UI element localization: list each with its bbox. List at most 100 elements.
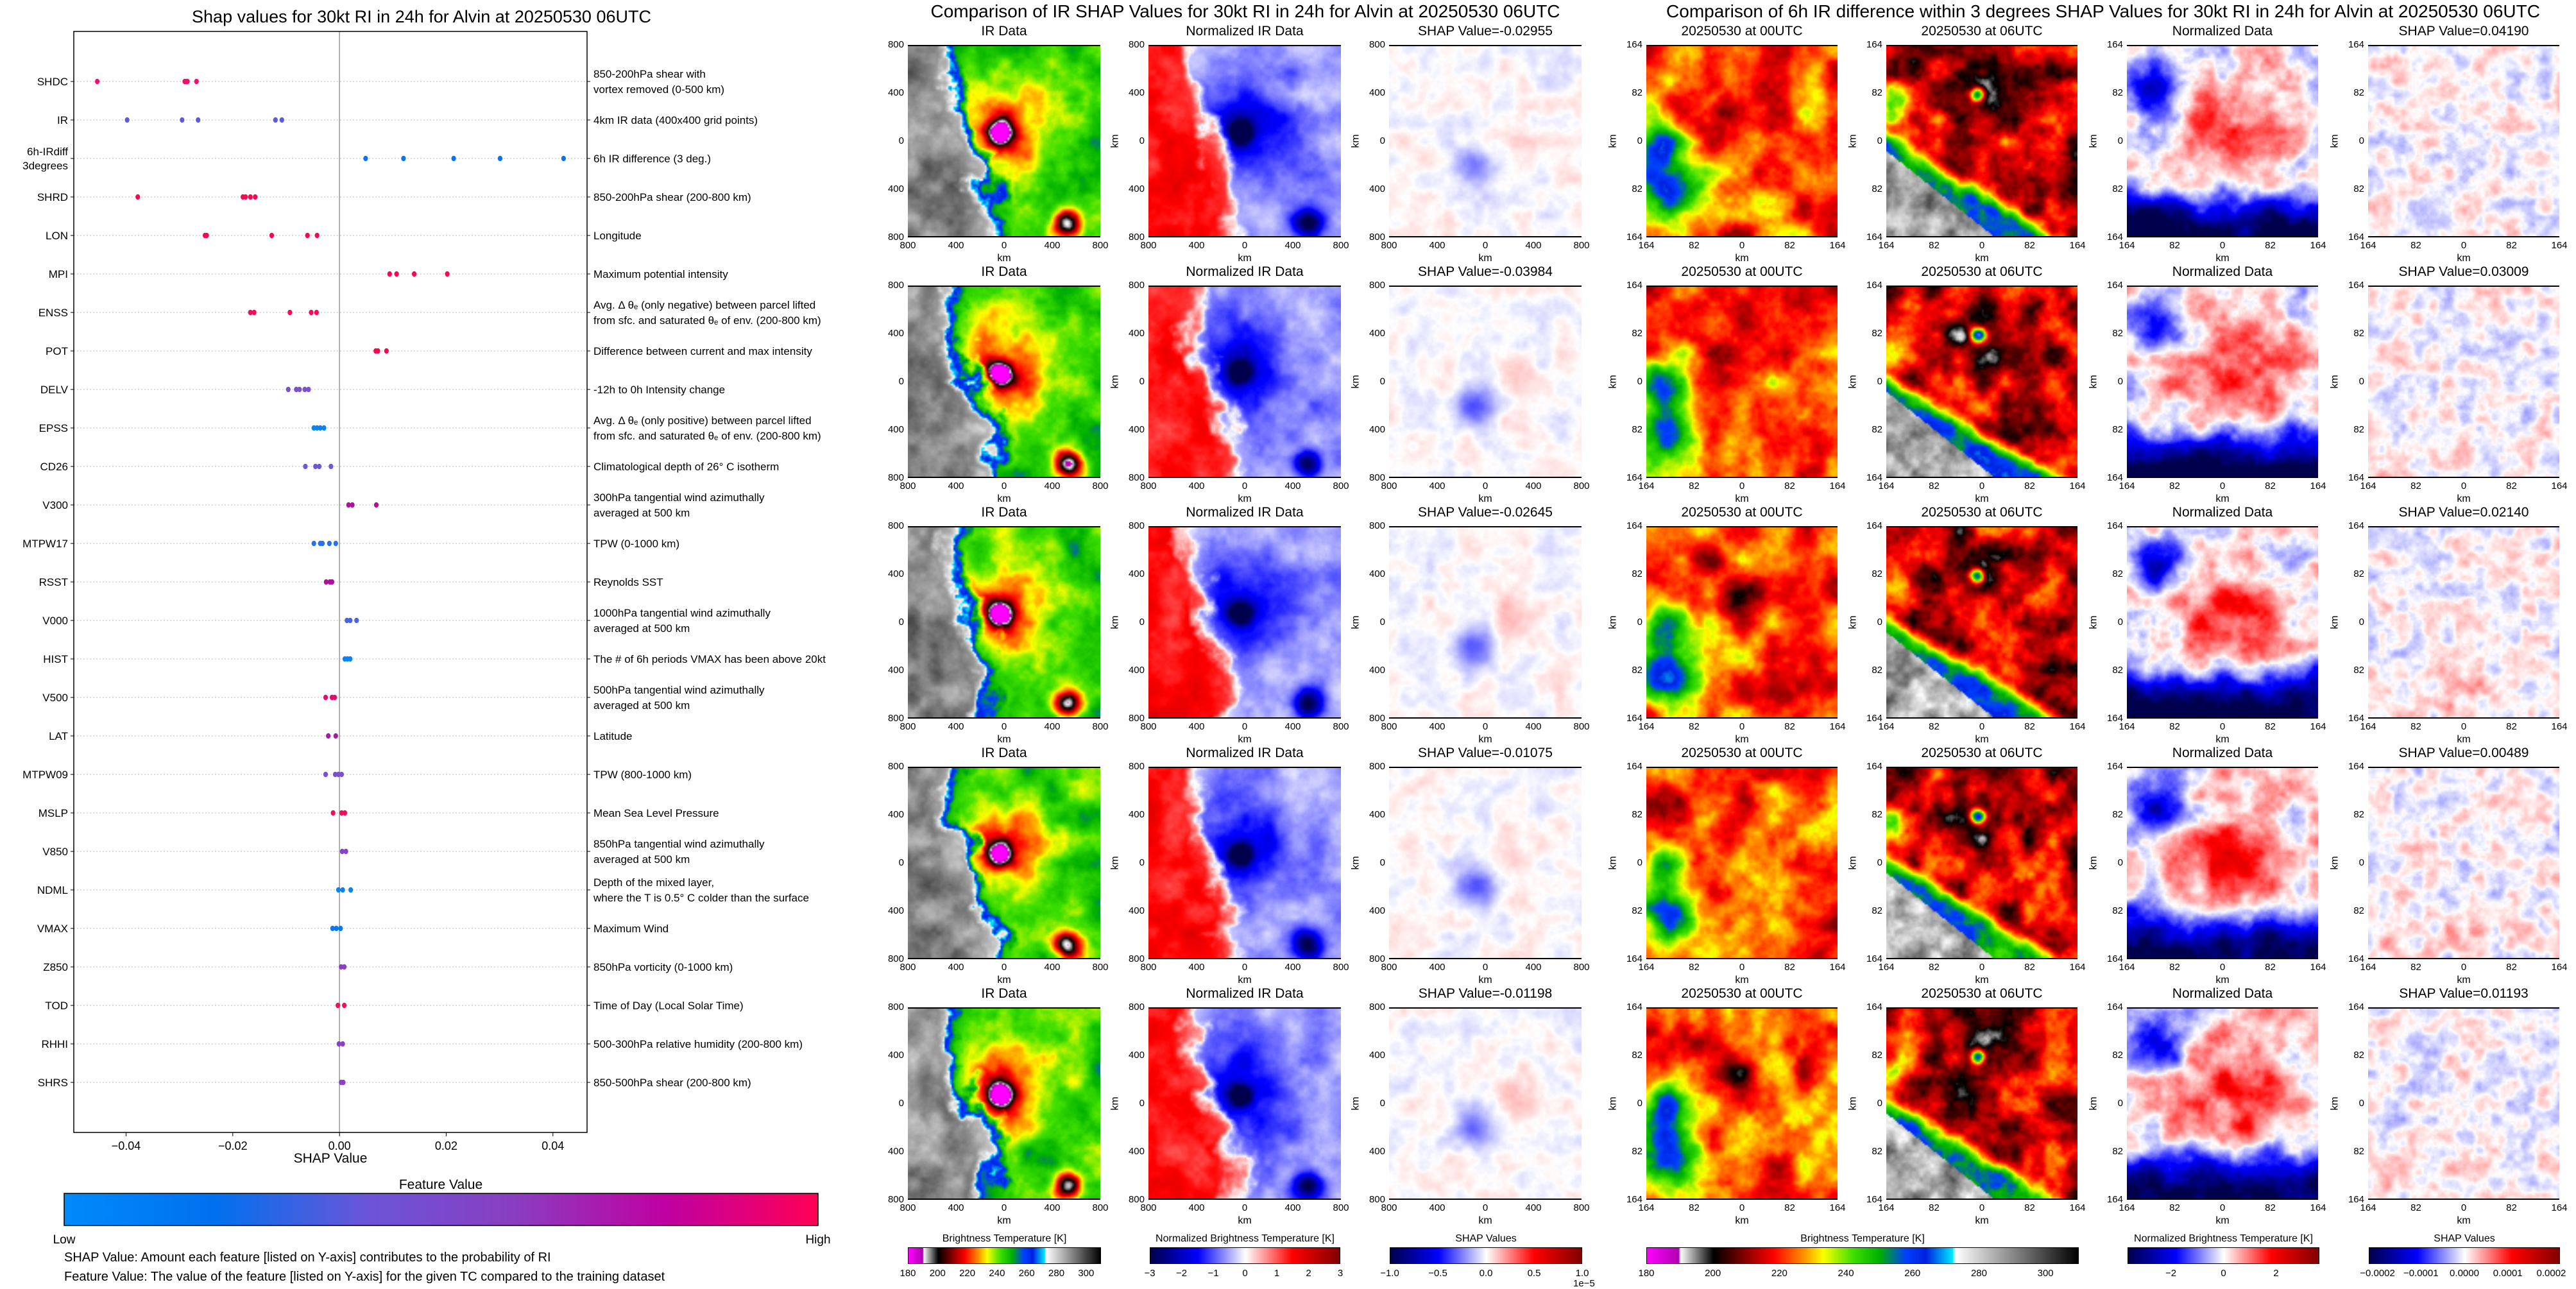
panel-title: Normalized Data (2172, 986, 2273, 1001)
panel-title: IR Data (981, 746, 1027, 760)
panel-image-shap (1389, 526, 1582, 719)
panel-title: SHAP Value=-0.03984 (1418, 264, 1553, 279)
x-tick-label: 0 (1482, 1202, 1488, 1213)
x-tick-label: 82 (2506, 481, 2517, 491)
x-tick-label: 0 (1482, 481, 1488, 491)
footnote: SHAP Value: Amount each feature [listed … (64, 1251, 551, 1265)
feature-description: 500-300hPa relative humidity (200-800 km… (593, 1038, 803, 1050)
colorbar-title: Feature Value (399, 1177, 482, 1192)
y-axis-label: km (1847, 856, 1859, 870)
data-point (350, 502, 355, 508)
x-tick-label: 400 (1284, 721, 1301, 732)
y-axis-label: km (2329, 375, 2341, 389)
y-tick-label: 800 (887, 232, 904, 243)
y-tick-label: 164 (1866, 39, 1882, 50)
y-tick-label: 82 (2112, 184, 2123, 194)
x-tick-label: 164 (2310, 962, 2326, 973)
y-axis-label: km (1847, 375, 1859, 389)
data-point (342, 810, 348, 816)
y-tick-label: 164 (2348, 761, 2364, 772)
data-point (287, 309, 293, 316)
x-tick-label: 400 (1044, 962, 1061, 973)
colorbar-tick-label: −2 (1175, 1268, 1188, 1279)
x-tick-label: 0 (2461, 481, 2467, 491)
feature-description: Reynolds SST (593, 576, 663, 588)
x-axis-label: km (2457, 493, 2471, 504)
data-point (309, 309, 314, 316)
y-tick-label: 164 (2106, 1194, 2123, 1205)
data-point (332, 694, 337, 701)
y-tick-label: 82 (2353, 424, 2364, 435)
y-tick-label: 800 (887, 280, 904, 291)
y-tick-label: 82 (1632, 1050, 1642, 1061)
x-tick-label: 82 (1784, 240, 1795, 251)
panel-title: 20250530 at 00UTC (1681, 986, 1803, 1001)
y-tick-label: 164 (1626, 39, 1642, 50)
x-tick-label: 164 (1878, 721, 1895, 732)
x-tick-label: 164 (2310, 240, 2326, 251)
x-tick-label: 400 (1284, 481, 1301, 491)
colorbar-tick-label: 280 (1048, 1268, 1065, 1279)
panel-image-t06 (1886, 45, 2077, 237)
x-tick-label: 800 (1381, 721, 1397, 732)
panel-image-dshap (2368, 45, 2559, 237)
x-tick-label: 0 (1979, 721, 1985, 732)
feature-description: 6h IR difference (3 deg.) (593, 153, 711, 165)
section-title-ir: Comparison of IR SHAP Values for 30kt RI… (930, 1, 1560, 21)
colorbar-tick-label: 0 (1242, 1268, 1248, 1279)
x-tick-label: 164 (1829, 481, 1846, 491)
y-tick-label: 800 (1369, 953, 1385, 964)
x-tick-label: 400 (1284, 962, 1301, 973)
y-tick-label: 0 (1877, 1098, 1882, 1109)
x-tick-label: 0 (1001, 721, 1007, 732)
colorbar-label: Normalized Brightness Temperature [K] (1156, 1233, 1335, 1244)
data-point (354, 617, 359, 624)
y-axis-label: km (2329, 856, 2341, 870)
y-tick-label: 0 (1877, 857, 1882, 868)
feature-value-colorbar (64, 1193, 819, 1226)
y-tick-label: 800 (1128, 39, 1145, 50)
y-tick-label: 400 (1369, 184, 1385, 194)
y-tick-label: 82 (2112, 1146, 2123, 1157)
x-tick-label: 164 (2069, 240, 2086, 251)
y-axis-label: km (2088, 856, 2099, 870)
y-tick-label: 0 (1877, 617, 1882, 627)
panel-image-t06 (1886, 286, 2077, 478)
panel-image-ir (908, 767, 1100, 959)
colorbar-label: SHAP Values (2434, 1233, 2495, 1244)
data-point (373, 502, 379, 508)
data-point (311, 425, 316, 431)
y-tick-label: 800 (1369, 39, 1385, 50)
x-tick-label: 400 (1044, 1202, 1061, 1213)
y-tick-label: 82 (2112, 328, 2123, 339)
y-tick-label: 800 (1128, 520, 1145, 531)
x-axis-label: km (997, 734, 1011, 745)
y-tick-label: 164 (1866, 713, 1882, 724)
x-axis-label: km (1975, 493, 1989, 504)
y-tick-label: 800 (887, 520, 904, 531)
feature-description: Mean Sea Level Pressure (593, 807, 719, 819)
panel-image-ndiff (2127, 767, 2318, 959)
colorbar-tick-label: 300 (1078, 1268, 1095, 1279)
feature-label: Z850 (43, 961, 68, 973)
x-tick-label: 164 (1878, 481, 1895, 491)
x-axis-label: km (1238, 734, 1252, 745)
y-axis-label: km (1109, 375, 1121, 389)
y-axis-label: km (1109, 856, 1121, 870)
colorbar-tick-label: −2 (2165, 1268, 2177, 1279)
y-tick-label: 0 (2117, 376, 2123, 387)
y-axis-label: km (1607, 375, 1619, 389)
x-axis-label: km (1735, 493, 1749, 504)
y-tick-label: 400 (1369, 87, 1385, 98)
x-axis-label: km (1735, 1215, 1749, 1226)
panel-title: 20250530 at 00UTC (1681, 264, 1803, 279)
data-point (320, 540, 325, 547)
x-tick-label: 0 (2461, 240, 2467, 251)
x-tick-label: 164 (2310, 481, 2326, 491)
y-tick-label: 164 (2106, 953, 2123, 964)
y-tick-label: 82 (2112, 568, 2123, 579)
panel-image-t06 (1886, 767, 2077, 959)
data-point (342, 1002, 347, 1009)
x-axis-label: km (997, 1215, 1011, 1226)
x-tick-label: 164 (1878, 1202, 1895, 1213)
